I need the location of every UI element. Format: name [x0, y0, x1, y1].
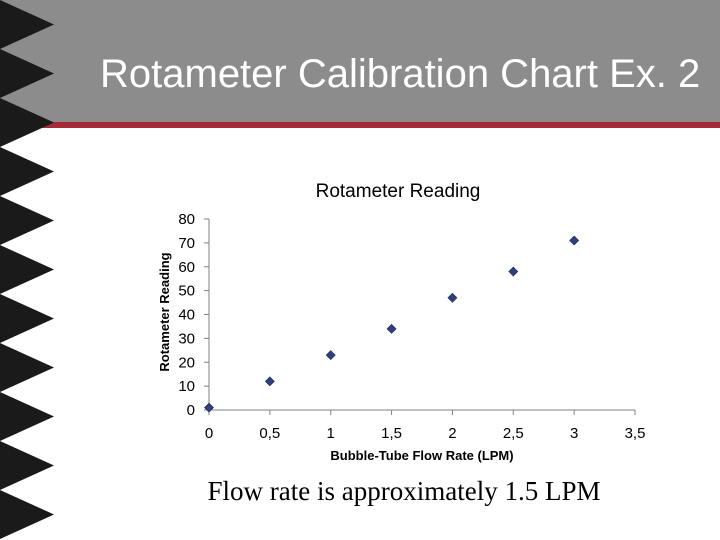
triangle-decoration	[0, 147, 54, 196]
x-tick-label: 3	[570, 425, 578, 442]
data-point	[325, 350, 336, 361]
triangle-decoration	[0, 490, 54, 539]
chart-title: Rotameter Reading	[316, 181, 481, 202]
y-tick-label: 60	[178, 259, 195, 276]
decorative-triangle-border	[0, 0, 54, 539]
triangle-decoration	[0, 441, 54, 490]
y-tick-label: 20	[178, 354, 195, 371]
x-tick-label: 0,5	[259, 425, 280, 442]
triangle-decoration	[0, 98, 54, 147]
data-point	[264, 376, 275, 387]
x-tick-label: 2,5	[503, 425, 524, 442]
triangle-decoration	[0, 49, 54, 98]
data-point	[204, 402, 214, 413]
y-tick-label: 40	[178, 307, 195, 324]
x-axis-label: Bubble-Tube Flow Rate (LPM)	[330, 448, 513, 463]
x-tick-label: 3,5	[625, 425, 646, 442]
x-tick-label: 1,5	[381, 425, 402, 442]
y-tick-label: 80	[178, 211, 195, 228]
y-tick-label: 50	[178, 283, 195, 300]
data-point	[447, 292, 458, 303]
data-point	[386, 323, 397, 334]
header-accent-line	[0, 122, 720, 128]
y-tick-label: 70	[178, 235, 195, 252]
data-point	[508, 266, 519, 277]
y-axis-label: Rotameter Reading	[157, 252, 172, 371]
y-tick-label: 0	[187, 402, 195, 419]
triangle-decoration	[0, 245, 54, 294]
triangle-decoration	[0, 196, 54, 245]
triangle-decoration	[0, 294, 54, 343]
x-tick-label: 0	[205, 425, 213, 442]
y-tick-label: 30	[178, 330, 195, 347]
slide-header	[0, 0, 720, 122]
triangle-decoration	[0, 343, 54, 392]
triangle-decoration	[0, 0, 54, 49]
y-tick-label: 10	[178, 378, 195, 395]
triangle-decoration	[0, 392, 54, 441]
slide-title: Rotameter Calibration Chart Ex. 2	[100, 52, 701, 96]
data-point	[569, 235, 580, 246]
x-tick-label: 2	[448, 425, 456, 442]
slide-caption: Flow rate is approximately 1.5 LPM	[207, 476, 601, 506]
x-tick-label: 1	[327, 425, 335, 442]
